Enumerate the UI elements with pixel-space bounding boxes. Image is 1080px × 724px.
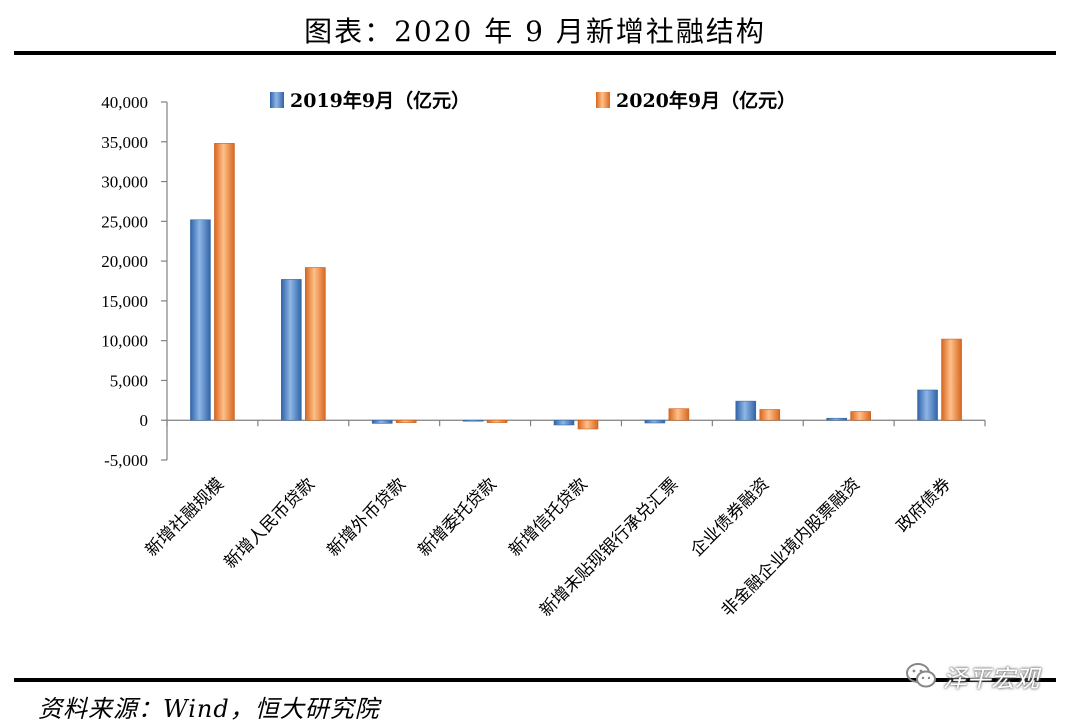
bottom-rule [14,678,1056,682]
bar-2020 [214,143,235,421]
bar-2020 [941,338,962,421]
y-tick-label: 35,000 [101,133,148,152]
chart-title: 图表：2020 年 9 月新增社融结构 [304,15,766,48]
y-tick-label: -5,000 [104,451,148,470]
y-tick-label: 25,000 [101,212,148,231]
bar-2019 [826,417,847,421]
y-tick-label: 15,000 [101,292,148,311]
legend-label: 2020年9月（亿元） [616,89,796,112]
y-tick-label: 40,000 [101,93,148,112]
x-category-label: 新增人民币贷款 [221,474,319,572]
y-tick-label: 30,000 [101,173,148,192]
bar-2019 [190,219,211,421]
x-category-label: 新增社融规模 [142,474,228,560]
bar-2019 [917,389,938,421]
legend-swatch [596,92,610,108]
wechat-icon [906,663,936,688]
bar-2019 [553,419,575,426]
x-category-label: 企业债券融资 [687,474,773,560]
legend-label: 2019年9月（亿元） [290,89,470,112]
bar-2020 [395,419,417,423]
y-tick-label: 10,000 [101,332,148,351]
bar-2020 [850,411,871,421]
x-category-label: 新增外币贷款 [323,474,409,560]
watermark: 泽平宏观 [905,656,1039,696]
top-rule [14,51,1056,55]
x-category-label: 新增信托贷款 [505,474,591,560]
bar-2020 [759,409,781,421]
bar-2019 [735,400,757,421]
x-category-label: 政府债券 [893,474,955,536]
bar-2019 [644,419,666,424]
chart-bars [190,143,962,430]
legend-swatch [270,92,284,108]
source-note: 资料来源：Wind，恒大研究院 [38,695,380,723]
y-tick-label: 20,000 [101,252,148,271]
bar-2019 [281,279,302,421]
bar-chart: 40,000 35,000 30,000 25,000 20,000 15,000 10,0… [101,89,986,621]
x-category-label: 新增委托贷款 [414,474,500,560]
bar-2019 [462,419,484,422]
bar-2020 [486,419,508,423]
chart-axes [161,101,986,461]
watermark-text: 泽平宏观 [943,664,1039,693]
y-tick-label: 5,000 [110,371,148,390]
bar-2020 [668,408,690,421]
chart-legend: 2019年9月（亿元） 2020年9月（亿元） [270,89,796,112]
y-tick-label: 0 [140,411,149,430]
bar-2019 [371,419,393,424]
bar-2020 [305,267,326,421]
bar-2020 [577,419,599,430]
